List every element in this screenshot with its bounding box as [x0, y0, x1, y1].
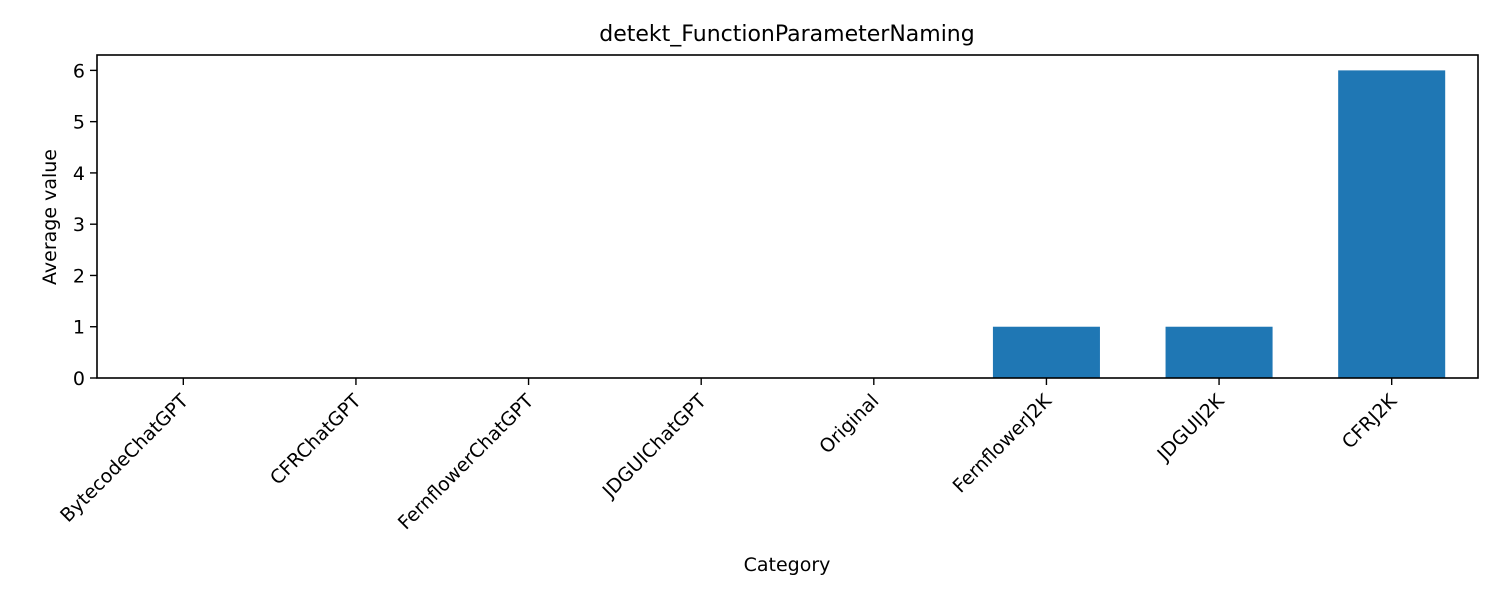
bar	[1165, 326, 1273, 378]
y-tick-label: 4	[73, 163, 85, 185]
y-axis-label: Average value	[39, 149, 61, 285]
bar	[992, 326, 1100, 378]
y-tick-label: 2	[73, 265, 85, 287]
y-tick-label: 0	[73, 368, 85, 390]
x-tick-label: CFRChatGPT	[266, 390, 366, 490]
y-axis: 0 1 2 3 4 5 6	[73, 60, 97, 390]
y-tick-label: 3	[73, 214, 85, 236]
x-tick-label: CFRJ2K	[1338, 390, 1402, 454]
x-tick-label: JDGUIJ2K	[1152, 390, 1228, 466]
bar	[1338, 70, 1446, 378]
x-tick-label: Original	[815, 390, 883, 458]
plot-frame	[96, 54, 1479, 379]
x-tick-label: FernflowerJ2K	[949, 390, 1057, 498]
x-tick-label: FernflowerChatGPT	[394, 390, 538, 534]
y-tick-label: 6	[73, 60, 85, 82]
x-tick-label: BytecodeChatGPT	[56, 390, 193, 527]
chart-title: detekt_FunctionParameterNaming	[599, 22, 974, 47]
x-axis: BytecodeChatGPT CFRChatGPT FernflowerChatG…	[56, 378, 1402, 534]
y-tick-label: 1	[73, 317, 85, 339]
y-tick-label: 5	[73, 112, 85, 134]
x-axis-label: Category	[744, 554, 831, 576]
x-tick-label: JDGUIChatGPT	[598, 390, 711, 503]
bars	[992, 70, 1446, 378]
